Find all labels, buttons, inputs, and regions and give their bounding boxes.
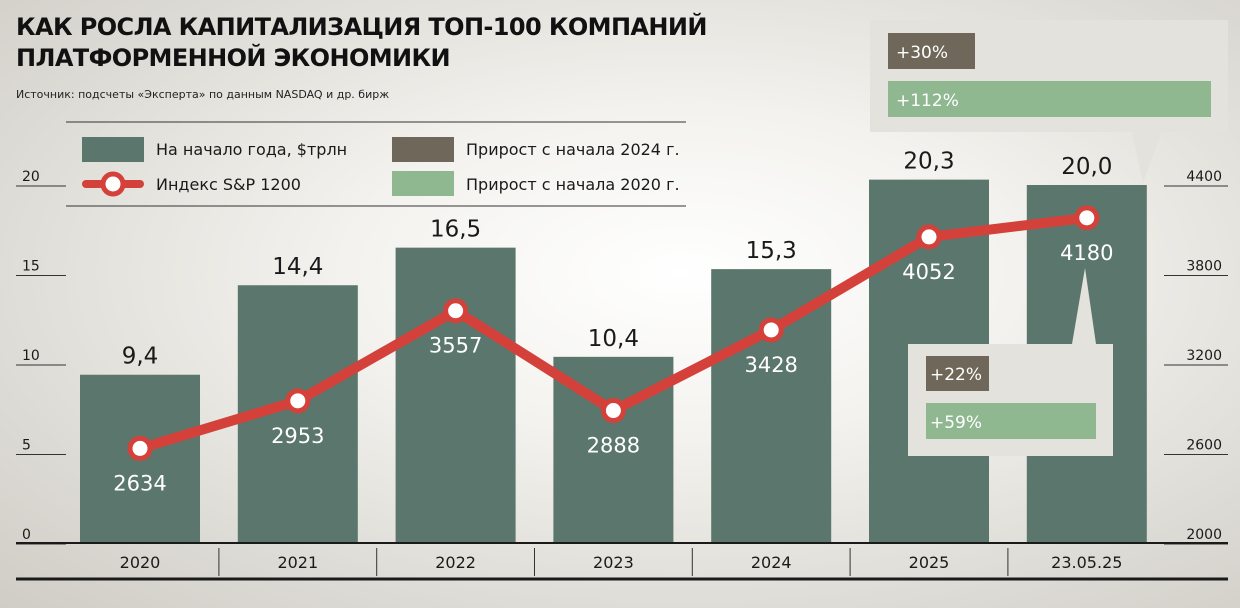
legend-swatch-growth-2020 <box>392 171 454 196</box>
bar-value-label: 16,5 <box>430 217 481 243</box>
y-left-tick-label: 15 <box>22 259 40 275</box>
bar-value-label: 20,3 <box>903 149 954 175</box>
callout-bottom: +22% +59% <box>908 268 1113 456</box>
chart-source: Источник: подсчеты «Эксперта» по данным … <box>16 88 390 101</box>
index-value-label: 2888 <box>587 434 640 458</box>
index-point <box>285 388 311 414</box>
index-line-series <box>127 205 1100 461</box>
index-point <box>758 317 784 343</box>
bar-value-label: 20,0 <box>1061 154 1112 180</box>
legend-swatch-bars <box>82 137 144 162</box>
index-value-labels: 2634 2953 3557 2888 3428 4052 4180 <box>113 241 1113 496</box>
y-right-tick-label: 2600 <box>1186 438 1222 454</box>
callout-top-box-2020 <box>888 81 1211 117</box>
legend: На начало года, $трлн Индекс S&P 1200 Пр… <box>66 121 686 207</box>
index-value-label: 2634 <box>113 471 166 495</box>
bar-value-label: 14,4 <box>272 254 323 280</box>
y-left-tick-label: 10 <box>22 348 40 364</box>
legend-swatch-growth-2024 <box>392 137 454 162</box>
y-left-tick-label: 20 <box>22 169 40 185</box>
index-point <box>916 224 942 250</box>
x-tick-label: 2021 <box>277 553 318 572</box>
legend-label-growth-2020: Прирост с начала 2020 г. <box>466 175 680 194</box>
index-point <box>443 298 469 324</box>
callout-top-value-2020: +112% <box>896 91 959 111</box>
x-tick-label: 2020 <box>120 553 161 572</box>
index-point <box>127 435 153 461</box>
x-tick-label: 2024 <box>751 553 792 572</box>
chart-title-line-1: КАК РОСЛА КАПИТАЛИЗАЦИЯ ТОП-100 КОМПАНИЙ <box>16 13 707 41</box>
chart-title: КАК РОСЛА КАПИТАЛИЗАЦИЯ ТОП-100 КОМПАНИЙ… <box>16 12 707 74</box>
y-left-tick-label: 0 <box>22 527 31 543</box>
index-value-label: 3557 <box>429 334 482 358</box>
bar-value-label: 10,4 <box>588 326 639 352</box>
y-right-tick-label: 4400 <box>1186 169 1222 185</box>
index-point <box>1074 205 1100 231</box>
bar-value-label: 9,4 <box>122 344 159 370</box>
legend-label-bars: На начало года, $трлн <box>156 140 347 159</box>
callout-top-box-2024 <box>888 33 975 69</box>
y-right-tick-label: 3800 <box>1186 259 1222 275</box>
index-value-label: 3428 <box>744 353 797 377</box>
y-right-tick-label: 2000 <box>1186 527 1222 543</box>
bar-value-label: 15,3 <box>746 238 797 264</box>
bar-value-labels: 9,4 14,4 16,5 10,4 15,3 20,3 20,0 <box>122 149 1113 370</box>
callout-bottom-box-2024 <box>926 356 989 391</box>
y-right-tick-label: 3200 <box>1186 348 1222 364</box>
y-axis-right: 2000 2600 3200 3800 4400 <box>1164 169 1228 545</box>
bar <box>711 269 832 543</box>
callout-bottom-box-2020 <box>926 403 1096 439</box>
legend-label-index: Индекс S&P 1200 <box>156 175 301 194</box>
index-point <box>600 398 626 424</box>
y-axis-left: 0 5 10 15 20 <box>16 169 66 545</box>
index-value-label: 4052 <box>902 260 955 284</box>
x-tick-label: 2022 <box>435 553 476 572</box>
x-tick-label: 23.05.25 <box>1051 553 1122 572</box>
chart-title-line-2: ПЛАТФОРМЕННОЙ ЭКОНОМИКИ <box>16 44 451 72</box>
index-value-label: 2953 <box>271 424 324 448</box>
bar <box>395 247 516 543</box>
callout-bottom-value-2020: +59% <box>930 413 982 433</box>
index-value-label: 4180 <box>1060 241 1113 265</box>
x-tick-label: 2023 <box>593 553 634 572</box>
x-tick-label: 2025 <box>909 553 950 572</box>
legend-swatch-index-marker <box>100 171 126 197</box>
legend-label-growth-2024: Прирост с начала 2024 г. <box>466 140 680 159</box>
callout-top: +30% +112% <box>870 20 1228 183</box>
callout-bottom-value-2024: +22% <box>930 365 982 385</box>
callout-top-value-2024: +30% <box>896 43 948 63</box>
x-axis: 2020 2021 2022 2023 2024 2025 23.05.25 <box>120 548 1122 576</box>
y-left-tick-label: 5 <box>22 438 31 454</box>
